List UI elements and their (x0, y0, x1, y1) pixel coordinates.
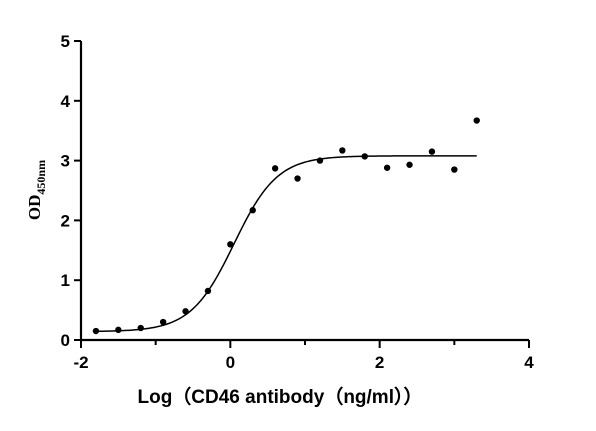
data-point (361, 153, 368, 160)
data-point (339, 147, 346, 154)
data-points (92, 117, 480, 335)
data-point (294, 175, 301, 182)
y-tick-label: 3 (61, 152, 70, 171)
y-ticks: 0 1 2 3 4 5 (61, 32, 81, 350)
y-tick-label: 2 (61, 211, 70, 230)
x-ticks: -2 0 2 4 (73, 340, 534, 372)
data-point (92, 327, 100, 335)
x-tick-label: 2 (375, 353, 384, 372)
y-axis-title: OD450nm (25, 160, 48, 220)
data-point (115, 326, 122, 334)
data-point (473, 117, 480, 124)
y-tick-label: 4 (61, 92, 71, 111)
data-point (204, 287, 212, 295)
x-tick-label: 4 (524, 353, 534, 372)
x-axis-title: Log（CD46 antibody（ng/ml）） (137, 385, 422, 408)
data-point (428, 148, 436, 155)
data-point (451, 166, 458, 173)
y-tick-label: 5 (61, 32, 70, 51)
fit-curve (95, 155, 477, 333)
x-tick-label: 0 (226, 353, 235, 372)
y-tick-label: 0 (61, 331, 70, 350)
data-point (316, 157, 324, 164)
data-point (227, 241, 234, 248)
data-point (271, 165, 279, 172)
x-tick-label: -2 (73, 353, 88, 372)
data-point (137, 324, 144, 332)
y-axis-title-subscript: 450nm (34, 160, 48, 195)
data-point (383, 164, 391, 171)
data-point (406, 161, 413, 168)
y-tick-label: 1 (61, 271, 70, 290)
data-point (249, 207, 256, 214)
data-point (159, 318, 167, 326)
y-axis-title-main: OD (25, 195, 44, 221)
data-point (182, 308, 189, 315)
axes (79, 41, 529, 342)
